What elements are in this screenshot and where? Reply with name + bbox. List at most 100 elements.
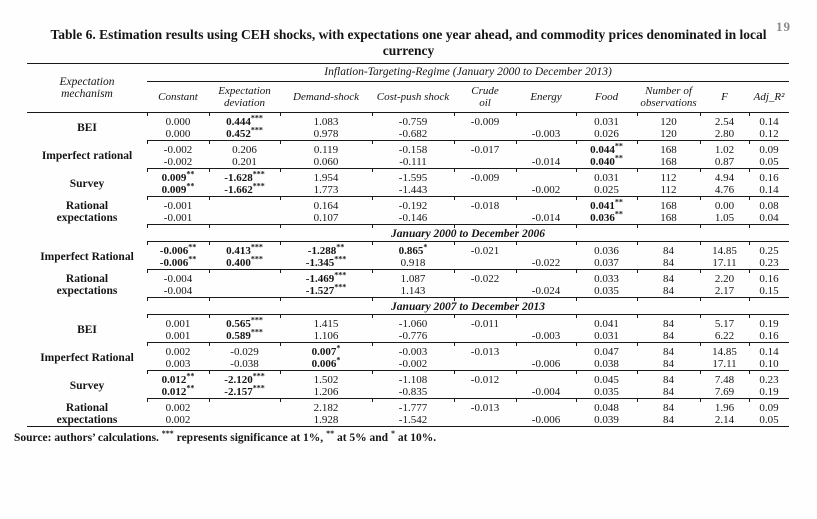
significance-stars: ** (186, 383, 195, 393)
value-cell: 84 (663, 256, 674, 269)
significance-stars: *** (250, 125, 263, 135)
value-cell (454, 184, 516, 197)
table-row: Rational expectations -0.001 0.164 -0.192 -0… (27, 197, 789, 224)
separator-row (27, 297, 790, 301)
value-cell: 0.009** (161, 169, 195, 184)
table-row: -0.001 0.107 -0.146 -0.014 0.036** 168 1.05 0.0… (27, 210, 789, 225)
separator-row (27, 314, 790, 318)
value-cell: -0.038 (230, 357, 259, 370)
value-cell: 5.17 (714, 317, 735, 330)
value-cell (516, 402, 576, 414)
col-cost-push-shock: Cost-push shock (376, 90, 450, 103)
table-row: Survey 0.009** -1.628*** 1.954 -1.595 -0.009 0… (27, 169, 789, 190)
significance-stars: *** (334, 254, 347, 264)
value-cell: -0.011 (470, 317, 499, 330)
col-crude-oil: Crude oil (471, 84, 499, 109)
table-row: BEI 0.001 0.565*** 1.415 -1.060 -0.011 0.041 84… (27, 315, 789, 336)
value-cell: 1.96 (714, 401, 735, 414)
value-cell (209, 402, 280, 414)
page-number: 19 (776, 19, 791, 34)
significance-stars: ** (614, 141, 623, 151)
table-row: -0.006** 0.400*** -1.345*** 0.918 -0.022 0.03… (27, 254, 789, 270)
value-cell: 1.143 (400, 284, 426, 297)
value-cell: 1.02 (714, 143, 735, 156)
significance-stars: *** (250, 113, 263, 123)
mechanism-label: Rational expectations (56, 273, 118, 298)
table-row: Imperfect Rational -0.006** 0.413*** -1.288… (27, 242, 789, 263)
separator-row (27, 426, 790, 429)
value-cell: 84 (663, 244, 674, 257)
value-cell: 0.031 (594, 171, 619, 184)
value-cell: -0.835 (398, 385, 428, 398)
value-cell: 1.05 (714, 211, 735, 224)
value-cell: 0.19 (759, 317, 779, 330)
value-cell: 120 (660, 127, 677, 140)
value-cell: 0.009** (161, 181, 195, 196)
separator-row (27, 196, 790, 200)
value-cell: 0.107 (313, 211, 339, 224)
value-cell: 0.033 (594, 272, 619, 285)
value-cell: 0.23 (759, 256, 779, 269)
col-expectation-deviation: Expectation deviation (218, 84, 271, 109)
significance-stars: *** (250, 327, 263, 337)
value-cell: 0.978 (313, 127, 339, 140)
value-cell: 84 (663, 317, 674, 330)
significance-stars: *** (250, 315, 263, 325)
value-cell: 0.041** (590, 197, 623, 212)
table-row: Rational expectations -0.004 -1.469*** 1.08… (27, 271, 789, 297)
value-cell: 84 (663, 272, 674, 285)
value-cell: -0.017 (470, 143, 500, 156)
value-cell: 0.044** (590, 141, 623, 156)
value-cell (454, 358, 516, 371)
value-cell: 0.16 (759, 272, 779, 285)
value-cell: -0.004 (163, 272, 193, 285)
value-cell: -1.777 (398, 401, 428, 414)
value-cell: 0.038 (594, 357, 619, 370)
value-cell: -0.013 (470, 401, 500, 414)
value-cell: 0.001 (165, 317, 191, 330)
significance-stars: * (336, 355, 341, 365)
value-cell: -0.776 (398, 329, 428, 342)
value-cell: 0.031 (594, 329, 619, 342)
value-cell: -2.120*** (224, 371, 265, 386)
mechanism-label: Rational expectations (56, 200, 118, 225)
value-cell (209, 285, 280, 298)
value-cell: 0.918 (400, 256, 426, 269)
value-cell: 14.85 (712, 345, 737, 358)
value-cell: 84 (663, 385, 674, 398)
value-cell: -1.628*** (224, 169, 265, 184)
value-cell: 0.026 (594, 127, 619, 140)
mechanism-label: Rational expectations (56, 401, 118, 426)
value-cell: 0.05 (759, 155, 779, 168)
table-row: Imperfect rational -0.002 0.206 0.119 -0.158… (27, 141, 789, 162)
table-body: BEI 0.000 0.444*** 1.083 -0.759 -0.009 0.031 12… (27, 112, 790, 429)
value-cell: 0.119 (313, 143, 339, 156)
significance-stars: ** (614, 197, 623, 207)
value-cell (209, 273, 280, 285)
estimation-results-table: Expectation mechanism Inflation-Targetin… (27, 62, 790, 429)
separator-row (27, 269, 790, 273)
value-cell: -1.345*** (305, 254, 347, 269)
significance-stars: ** (186, 169, 195, 179)
significance-stars: ** (336, 242, 345, 252)
significance-stars: * (390, 429, 395, 439)
significance-stars: *** (161, 429, 174, 439)
table-title: Table 6. Estimation results using CEH sh… (50, 27, 767, 59)
separator-row (27, 112, 790, 116)
value-cell: -0.006 (531, 413, 561, 426)
table-header: Expectation mechanism Inflation-Targetin… (27, 62, 790, 113)
value-cell: -0.002 (398, 357, 428, 370)
table-row: 0.009** -1.662*** 1.773 -1.443 -0.002 0.025 11… (27, 181, 789, 197)
value-cell: 0.14 (759, 183, 779, 196)
value-cell: 1.083 (313, 115, 339, 128)
significance-stars: *** (252, 383, 265, 393)
table-row: -0.002 0.201 0.060 -0.111 -0.014 0.040** 168 0.… (27, 154, 789, 169)
mechanism-label: BEI (77, 324, 97, 337)
value-cell: 0.16 (759, 329, 779, 342)
value-cell: -0.022 (470, 272, 500, 285)
value-cell: 0.001 (165, 329, 191, 342)
significance-stars: ** (186, 371, 195, 381)
value-cell: 84 (663, 357, 674, 370)
section-header-row: January 2000 to December 2006 (27, 228, 789, 242)
value-cell: 7.48 (714, 373, 735, 386)
